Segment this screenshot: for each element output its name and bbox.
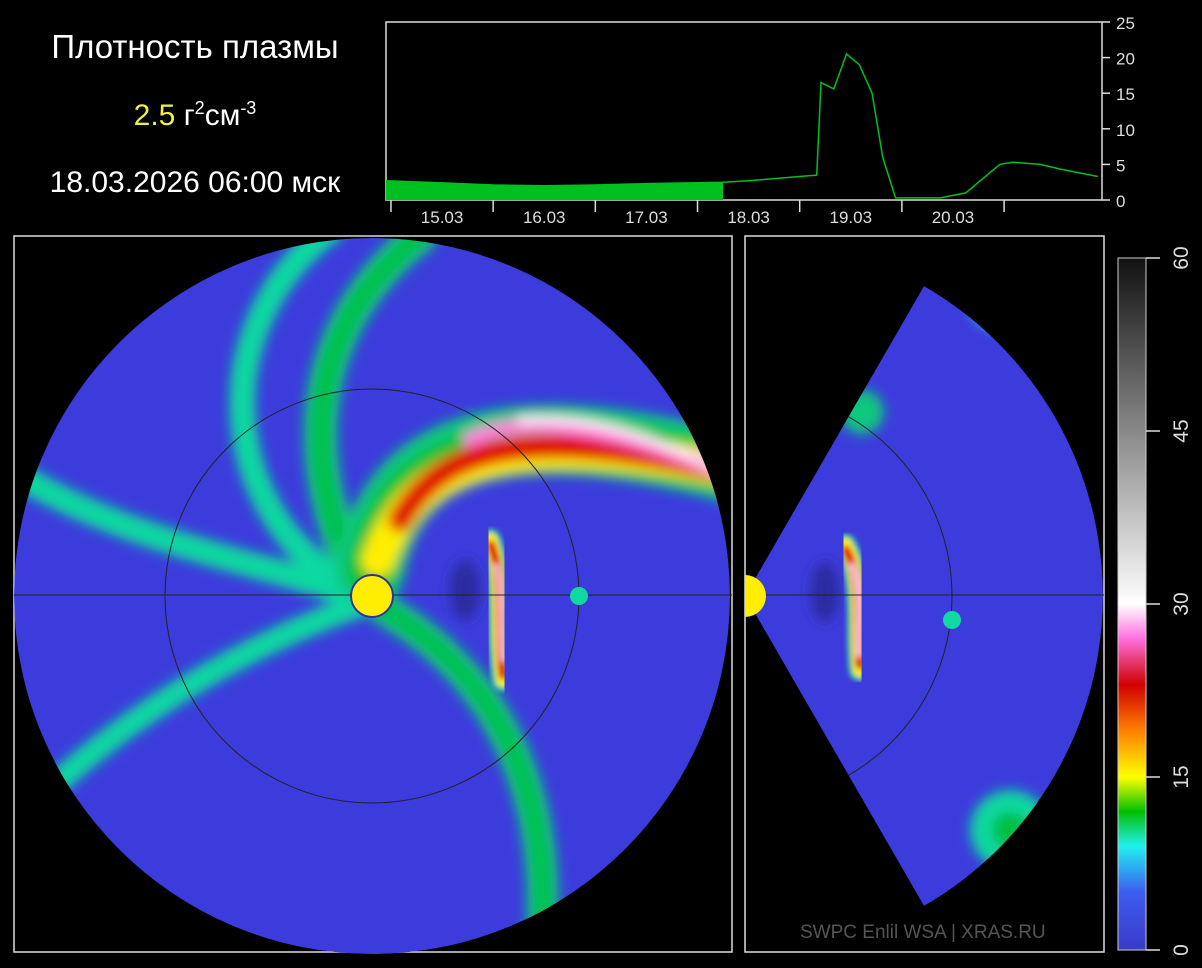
x-tick-label: 20.03 xyxy=(932,208,975,227)
unit-exp-1: 2 xyxy=(194,98,205,118)
plot-frame xyxy=(385,21,1103,201)
x-tick-label: 19.03 xyxy=(830,208,873,227)
y-tick-label: 10 xyxy=(1116,121,1135,140)
density-line xyxy=(385,52,1098,199)
x-tick-label: 15.03 xyxy=(421,208,464,227)
chart-title: Плотность плазмы xyxy=(51,28,339,65)
credit-watermark: SWPC Enlil WSA | XRAS.RU xyxy=(800,922,1046,943)
y-tick-label: 5 xyxy=(1116,156,1125,175)
value-number: 2.5 xyxy=(133,99,176,132)
density-timeseries-chart: 0 5 10 15 20 25 15.03 16.03 17.03 18.03 19.03 20.03 xyxy=(385,14,1135,227)
current-value: 2.5 г2см-3 xyxy=(0,98,390,133)
solar-wind-streams xyxy=(14,238,730,954)
colorbar-scale xyxy=(1117,257,1147,951)
x-tick-label: 17.03 xyxy=(625,208,668,227)
earth-icon xyxy=(570,587,588,605)
meridional-plane-panel xyxy=(744,235,1105,953)
earth-orbit xyxy=(745,388,953,804)
colorbar: 0 15 30 45 60 xyxy=(1117,246,1193,956)
observed-area-fill xyxy=(386,180,724,200)
colorbar-tick-label: 15 xyxy=(1170,765,1193,788)
x-tick-label: 16.03 xyxy=(523,208,566,227)
unit-base-1: г xyxy=(183,99,195,132)
colorbar-tick-label: 60 xyxy=(1170,246,1193,269)
meridional-wedge xyxy=(745,286,1103,906)
sun-icon xyxy=(745,575,766,617)
unit-exp-2: -3 xyxy=(240,98,257,118)
y-tick-label: 0 xyxy=(1116,192,1125,211)
ecliptic-plane-panel xyxy=(13,235,733,954)
colorbar-tick-label: 45 xyxy=(1170,419,1193,442)
unit-base-2: см xyxy=(204,99,241,132)
datetime-label: 18.03.2026 06:00 мск xyxy=(49,166,341,199)
cme-front xyxy=(479,529,514,691)
earth-icon xyxy=(943,611,961,629)
colorbar-tick-label: 0 xyxy=(1170,944,1193,956)
cme-front xyxy=(834,534,871,681)
y-tick-label: 25 xyxy=(1116,14,1135,33)
y-tick-label: 15 xyxy=(1116,85,1135,104)
sun-icon xyxy=(350,574,394,618)
y-tick-label: 20 xyxy=(1116,50,1135,69)
colorbar-tick-label: 30 xyxy=(1170,592,1193,615)
x-tick-label: 18.03 xyxy=(727,208,770,227)
